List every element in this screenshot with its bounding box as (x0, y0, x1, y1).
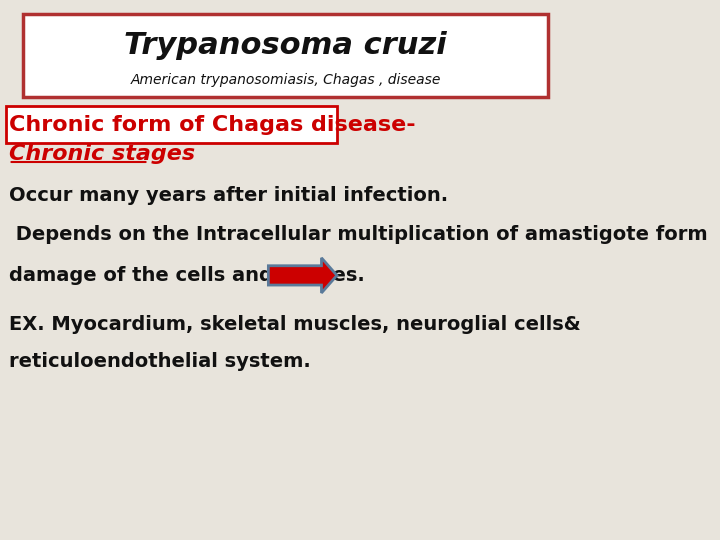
Text: Depends on the Intracellular multiplication of amastigote form: Depends on the Intracellular multiplicat… (9, 225, 707, 245)
Text: damage of the cells and tissues.: damage of the cells and tissues. (9, 266, 364, 285)
Text: Chronic stages: Chronic stages (9, 144, 194, 165)
FancyBboxPatch shape (6, 106, 337, 143)
Text: Chronic form of Chagas disease-: Chronic form of Chagas disease- (9, 114, 415, 135)
Text: American trypanosomiasis, Chagas , disease: American trypanosomiasis, Chagas , disea… (130, 73, 441, 87)
FancyBboxPatch shape (23, 14, 548, 97)
Polygon shape (269, 258, 337, 293)
Text: Occur many years after initial infection.: Occur many years after initial infection… (9, 186, 448, 205)
Text: Trypanosoma cruzi: Trypanosoma cruzi (124, 31, 447, 60)
Text: EX. Myocardium, skeletal muscles, neuroglial cells&: EX. Myocardium, skeletal muscles, neurog… (9, 314, 580, 334)
Text: reticuloendothelial system.: reticuloendothelial system. (9, 352, 310, 372)
